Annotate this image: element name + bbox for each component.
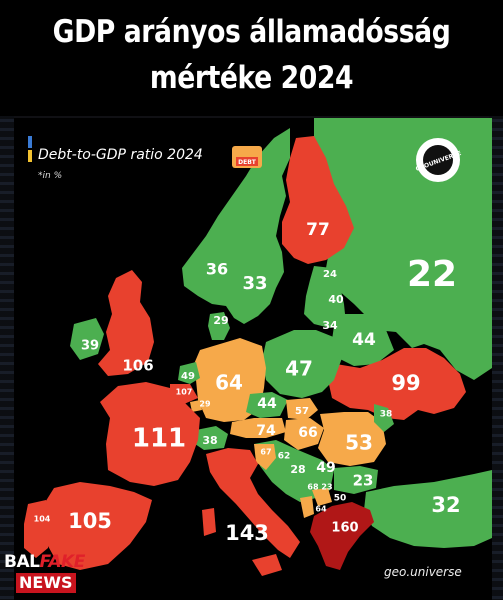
- value-label-netherlands: 49: [181, 371, 195, 382]
- region-italy: [206, 448, 300, 558]
- value-label-italy: 143: [225, 521, 269, 545]
- value-label-finland: 77: [306, 220, 330, 240]
- region-scandinavia: [182, 128, 290, 324]
- value-label-poland: 47: [285, 357, 313, 381]
- region-romania: [318, 412, 386, 466]
- value-label-slovenia: 67: [260, 448, 271, 457]
- value-label-bosnia: 28: [290, 463, 305, 476]
- debt-badge-icon: DEBT: [232, 146, 262, 168]
- title-banner: GDP arányos államadósság mértéke 2024: [0, 0, 503, 116]
- value-label-estonia: 24: [323, 269, 337, 280]
- region-uk: [98, 270, 154, 376]
- region-portugal: [24, 500, 50, 558]
- value-label-croatia: 62: [278, 452, 291, 462]
- value-label-austria: 74: [256, 423, 276, 439]
- watermark-top: BALFAKE: [4, 552, 85, 572]
- region-germany: [194, 338, 266, 422]
- region-bulgaria: [334, 466, 378, 494]
- value-label-switzerland: 38: [202, 434, 217, 447]
- balfake-news-watermark: BALFAKE NEWS: [2, 552, 94, 598]
- map-svg: Debt-to-GDP ratio 2024 *in % DEBT GEOUNI…: [14, 118, 492, 600]
- value-label-russia: 22: [407, 254, 457, 295]
- credit-text: geo.universe: [384, 565, 462, 579]
- value-label-turkey: 32: [431, 493, 460, 517]
- region-albania: [300, 496, 314, 518]
- watermark-accent: FAKE: [39, 552, 85, 572]
- legend-bar-blue: [28, 136, 32, 148]
- region-greece: [310, 502, 374, 570]
- value-label-spain: 105: [68, 509, 112, 533]
- value-label-uk: 106: [122, 357, 153, 375]
- left-edge-texture: [0, 110, 14, 600]
- region-sardinia: [202, 508, 216, 536]
- value-label-moldova: 38: [380, 410, 393, 420]
- value-label-belarus: 44: [352, 330, 376, 350]
- region-russia: [306, 118, 492, 380]
- region-north-macedonia: [312, 488, 332, 506]
- title-line-1: GDP arányos államadósság: [52, 14, 451, 50]
- value-label-denmark: 29: [213, 314, 228, 327]
- europe-debt-map: Debt-to-GDP ratio 2024 *in % DEBT GEOUNI…: [14, 118, 492, 600]
- region-baltics: [304, 266, 346, 328]
- region-turkey: [364, 470, 492, 548]
- value-labels: 22 77 36 33 24 40 34 29 44 39 106 49 107 29 64 47 99 44 57…: [34, 220, 461, 545]
- value-label-romania: 53: [345, 431, 373, 455]
- region-czechia: [246, 392, 288, 418]
- value-label-france: 111: [132, 424, 186, 454]
- region-ukraine: [328, 348, 466, 420]
- geouniverse-logo-icon: GEOUNIVERSE: [415, 138, 462, 182]
- value-label-sweden: 33: [242, 273, 267, 294]
- value-label-luxembourg: 29: [199, 400, 211, 409]
- value-label-hungary: 66: [298, 425, 317, 441]
- right-edge-texture: [489, 110, 503, 600]
- value-label-germany: 64: [215, 371, 243, 395]
- value-label-serbia: 49: [316, 460, 335, 476]
- value-label-ireland: 39: [81, 339, 99, 354]
- region-luxembourg: [190, 400, 202, 412]
- title-line-2: mértéke 2024: [149, 60, 354, 96]
- region-netherlands: [178, 362, 200, 384]
- value-label-ukraine: 99: [391, 371, 420, 395]
- region-finland: [282, 136, 354, 264]
- value-label-latvia: 40: [328, 293, 344, 306]
- watermark-bottom: NEWS: [16, 573, 76, 593]
- region-poland: [262, 330, 342, 398]
- value-label-greece: 160: [331, 521, 358, 536]
- region-austria: [230, 418, 286, 438]
- watermark-prefix: BAL: [4, 552, 40, 572]
- region-croatia: [254, 444, 276, 470]
- region-slovakia: [286, 398, 318, 420]
- value-label-albania: 64: [315, 505, 327, 514]
- value-label-czechia: 44: [257, 396, 277, 412]
- svg-text:DEBT: DEBT: [238, 159, 257, 166]
- value-label-belgium: 107: [176, 388, 193, 397]
- region-sicily: [252, 554, 282, 576]
- value-label-north_macedonia: 50: [334, 494, 347, 504]
- value-label-slovakia: 57: [295, 406, 309, 417]
- region-ireland: [70, 318, 104, 360]
- value-label-lithuania: 34: [322, 319, 338, 332]
- value-label-kosovo: 23: [321, 483, 332, 492]
- value-label-bulgaria: 23: [353, 472, 374, 490]
- region-hungary: [284, 418, 324, 450]
- region-moldova: [374, 404, 394, 432]
- legend-bar-yellow: [28, 150, 32, 162]
- region-switzerland: [192, 426, 228, 450]
- value-label-portugal: 104: [34, 515, 51, 524]
- region-denmark: [208, 312, 230, 340]
- legend-unit: *in %: [38, 171, 62, 181]
- region-belarus: [332, 314, 394, 366]
- legend-title: Debt-to-GDP ratio 2024: [38, 147, 203, 163]
- value-label-montenegro: 68: [307, 483, 319, 492]
- region-france: [100, 382, 200, 486]
- region-spain: [44, 482, 152, 570]
- value-label-norway: 36: [206, 260, 228, 279]
